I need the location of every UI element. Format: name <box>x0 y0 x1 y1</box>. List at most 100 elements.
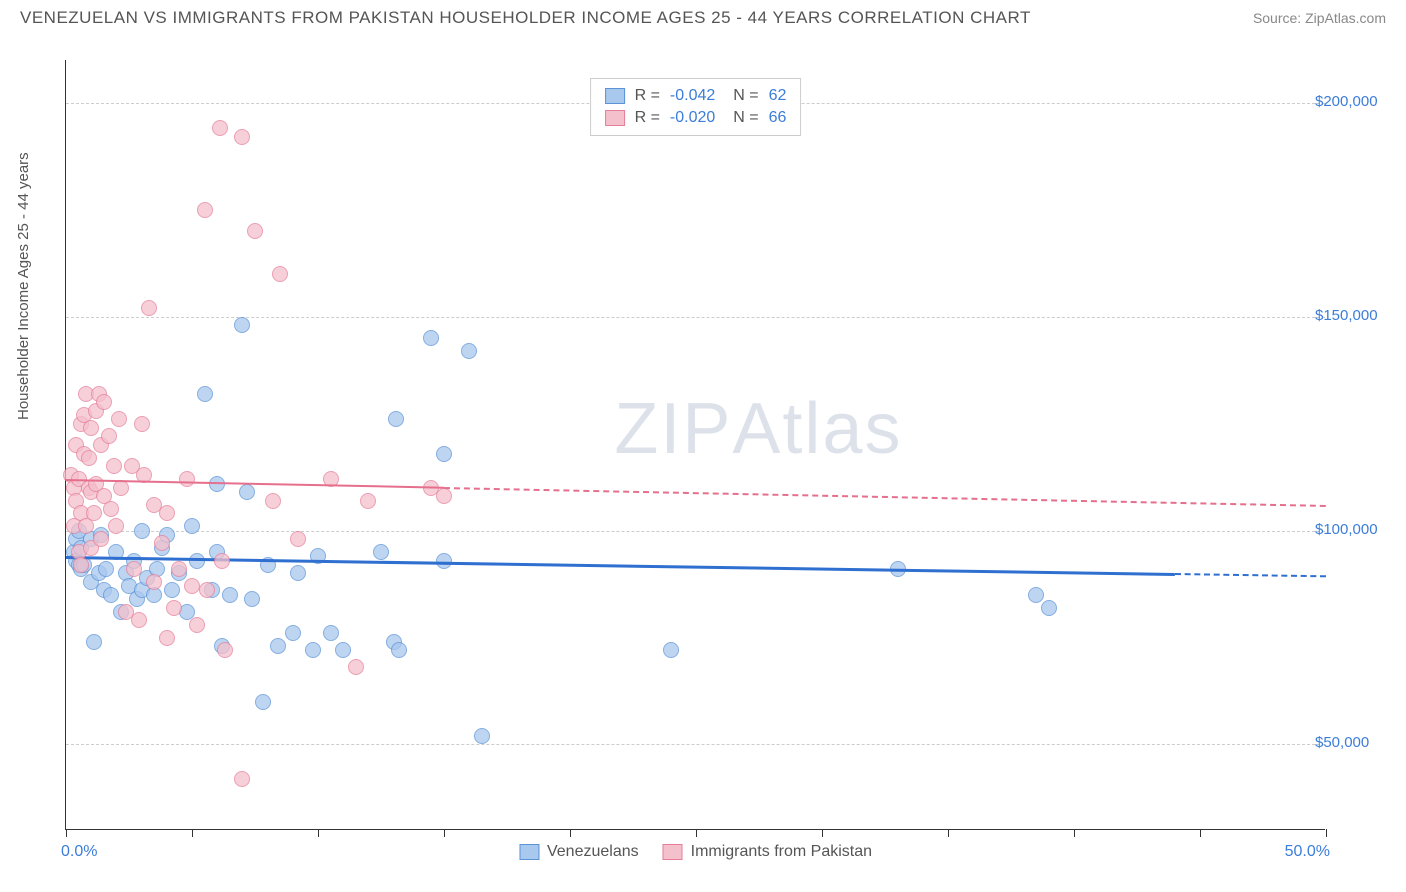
y-tick-label: $150,000 <box>1315 307 1390 324</box>
x-tick <box>66 829 67 837</box>
x-tick <box>1200 829 1201 837</box>
data-point <box>436 488 452 504</box>
x-axis-min-label: 0.0% <box>61 843 97 861</box>
x-tick <box>318 829 319 837</box>
watermark-thin: Atlas <box>732 389 902 469</box>
data-point <box>98 561 114 577</box>
x-tick <box>948 829 949 837</box>
data-point <box>96 394 112 410</box>
data-point <box>86 634 102 650</box>
data-point <box>290 531 306 547</box>
r-label-1: R = <box>635 109 660 127</box>
swatch-bottom-0 <box>519 844 539 860</box>
gridline <box>66 531 1325 532</box>
data-point <box>73 557 89 573</box>
data-point <box>305 642 321 658</box>
data-point <box>217 642 233 658</box>
x-tick <box>696 829 697 837</box>
regression-line-extension <box>1175 573 1326 577</box>
y-tick-label: $100,000 <box>1315 521 1390 538</box>
y-tick-label: $200,000 <box>1315 93 1390 110</box>
data-point <box>436 446 452 462</box>
data-point <box>154 535 170 551</box>
source-attribution: Source: ZipAtlas.com <box>1253 10 1386 26</box>
data-point <box>111 411 127 427</box>
data-point <box>423 330 439 346</box>
data-point <box>244 591 260 607</box>
data-point <box>83 420 99 436</box>
legend-item-1: Immigrants from Pakistan <box>663 843 872 861</box>
data-point <box>391 642 407 658</box>
n-label-1: N = <box>733 109 758 127</box>
data-point <box>247 223 263 239</box>
legend-row-series-1: R = -0.020 N = 66 <box>605 107 787 129</box>
n-value-0: 62 <box>769 87 787 105</box>
data-point <box>199 582 215 598</box>
n-value-1: 66 <box>769 109 787 127</box>
n-label-0: N = <box>733 87 758 105</box>
series-name-0: Venezuelans <box>547 843 639 861</box>
data-point <box>474 728 490 744</box>
data-point <box>234 129 250 145</box>
series-name-1: Immigrants from Pakistan <box>691 843 872 861</box>
data-point <box>103 501 119 517</box>
x-tick <box>822 829 823 837</box>
data-point <box>388 411 404 427</box>
data-point <box>184 518 200 534</box>
data-point <box>103 587 119 603</box>
legend-row-series-0: R = -0.042 N = 62 <box>605 85 787 107</box>
data-point <box>146 574 162 590</box>
gridline <box>66 744 1325 745</box>
data-point <box>93 531 109 547</box>
data-point <box>101 428 117 444</box>
swatch-series-0 <box>605 88 625 104</box>
data-point <box>270 638 286 654</box>
data-point <box>166 600 182 616</box>
data-point <box>179 471 195 487</box>
regression-line-extension <box>444 487 1326 507</box>
watermark-bold: ZIP <box>614 389 732 469</box>
gridline <box>66 317 1325 318</box>
r-value-1: -0.020 <box>670 109 715 127</box>
correlation-legend: R = -0.042 N = 62 R = -0.020 N = 66 <box>590 78 802 136</box>
r-label-0: R = <box>635 87 660 105</box>
data-point <box>86 505 102 521</box>
data-point <box>335 642 351 658</box>
data-point <box>290 565 306 581</box>
data-point <box>126 561 142 577</box>
data-point <box>265 493 281 509</box>
swatch-series-1 <box>605 110 625 126</box>
chart-title: VENEZUELAN VS IMMIGRANTS FROM PAKISTAN H… <box>20 8 1031 28</box>
data-point <box>134 523 150 539</box>
legend-item-0: Venezuelans <box>519 843 639 861</box>
chart-container: ZIPAtlas R = -0.042 N = 62 R = -0.020 N … <box>55 40 1385 835</box>
data-point <box>222 587 238 603</box>
swatch-bottom-1 <box>663 844 683 860</box>
data-point <box>373 544 389 560</box>
data-point <box>212 120 228 136</box>
data-point <box>164 582 180 598</box>
data-point <box>81 450 97 466</box>
data-point <box>239 484 255 500</box>
data-point <box>197 202 213 218</box>
data-point <box>436 553 452 569</box>
data-point <box>663 642 679 658</box>
data-point <box>234 771 250 787</box>
series-legend: Venezuelans Immigrants from Pakistan <box>519 843 872 861</box>
x-tick <box>444 829 445 837</box>
data-point <box>171 561 187 577</box>
data-point <box>255 694 271 710</box>
data-point <box>234 317 250 333</box>
data-point <box>134 416 150 432</box>
y-tick-label: $50,000 <box>1315 734 1390 751</box>
data-point <box>272 266 288 282</box>
plot-area: ZIPAtlas R = -0.042 N = 62 R = -0.020 N … <box>65 60 1325 830</box>
x-tick <box>1074 829 1075 837</box>
data-point <box>461 343 477 359</box>
data-point <box>1041 600 1057 616</box>
x-axis-max-label: 50.0% <box>1285 843 1330 861</box>
y-axis-label: Householder Income Ages 25 - 44 years <box>15 152 32 420</box>
data-point <box>159 630 175 646</box>
x-tick <box>192 829 193 837</box>
data-point <box>348 659 364 675</box>
